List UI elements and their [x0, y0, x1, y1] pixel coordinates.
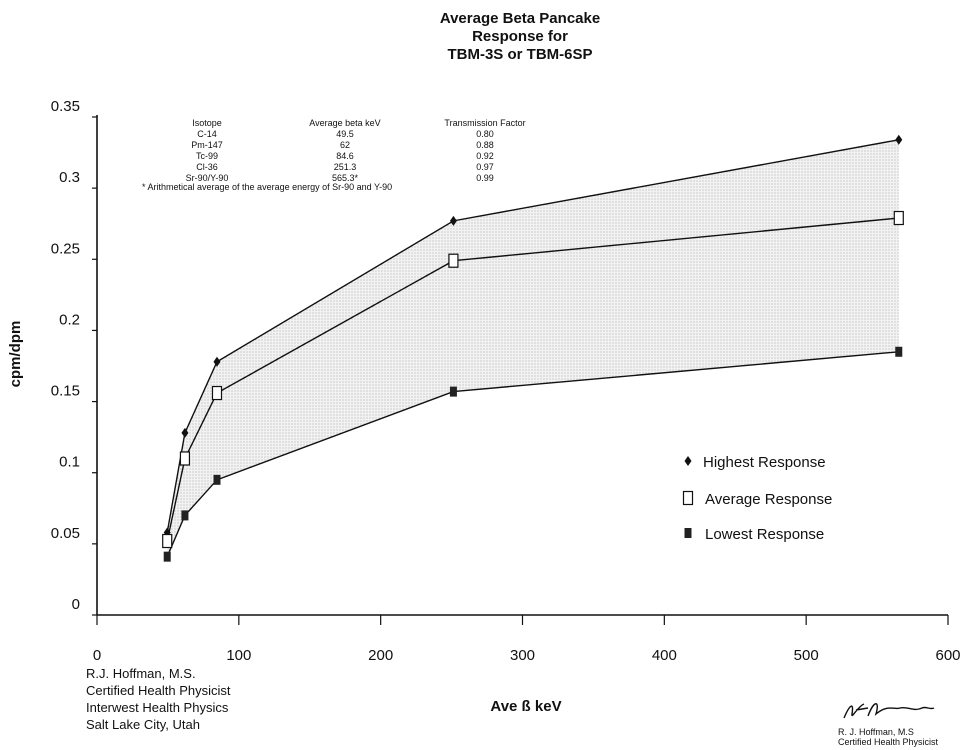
data-point — [893, 210, 904, 226]
x-tick-label: 400 — [652, 647, 677, 664]
y-axis-label: cpm/dpm — [7, 321, 24, 388]
y-tick-label: 0.2 — [59, 311, 80, 328]
legend-marker — [684, 456, 692, 466]
table-cell: 0.80 — [476, 129, 494, 139]
table-header: Average beta keV — [309, 118, 380, 128]
signature-name: R. J. Hoffman, M.S — [838, 727, 914, 737]
data-point — [895, 134, 903, 145]
x-tick-label: 0 — [93, 647, 101, 664]
chart-title-line-2: Response for — [472, 28, 568, 45]
table-cell: Cl-36 — [196, 162, 218, 172]
data-point — [163, 551, 171, 562]
table-cell: 49.5 — [336, 129, 354, 139]
x-tick-label: 100 — [226, 647, 251, 664]
author-line-1: R.J. Hoffman, M.S. — [86, 666, 196, 681]
table-cell: 251.3 — [334, 162, 357, 172]
x-tick-label: 200 — [368, 647, 393, 664]
chart-title: Average Beta Pancake Response for TBM-3S… — [330, 10, 710, 64]
signature-block: R. J. Hoffman, M.S Certified Health Phys… — [838, 696, 968, 747]
chart-title-line-1: Average Beta Pancake — [439, 10, 601, 27]
y-tick-label: 0.1 — [59, 454, 80, 471]
tick-labels: 0 0.05 0.1 0.15 0.2 0.25 0.3 0.35 0 100 200 300 400 5… — [51, 98, 961, 664]
response-band — [167, 139, 899, 557]
author-line-4: Salt Lake City, Utah — [86, 717, 200, 732]
author-line-2: Certified Health Physicist — [86, 683, 231, 698]
y-tick-label: 0.15 — [51, 383, 80, 400]
data-point — [179, 451, 191, 466]
data-point — [213, 356, 221, 367]
legend-marker — [682, 490, 694, 506]
data-point — [162, 533, 173, 549]
legend-label: Lowest Response — [705, 526, 824, 543]
table-footnote: * Arithmetical average of the average en… — [142, 182, 392, 192]
data-point — [211, 385, 223, 401]
data-point — [181, 510, 189, 521]
signature-title: Certified Health Physicist — [838, 737, 939, 747]
x-axis-label: Ave ß keV — [490, 698, 561, 715]
series-markers — [162, 134, 904, 562]
handwritten-signature — [843, 703, 935, 719]
table-cell: Pm-147 — [191, 140, 223, 150]
table-cell: Sr-90/Y-90 — [186, 173, 229, 183]
y-tick-label: 0.35 — [51, 98, 80, 115]
chart-title-line-3: TBM-3S or TBM-6SP — [447, 46, 593, 63]
table-cell: 0.92 — [476, 151, 494, 161]
table-cell: C-14 — [197, 129, 217, 139]
legend-marker — [684, 528, 692, 538]
y-tick-label: 0.3 — [59, 169, 80, 186]
table-cell: 84.6 — [336, 151, 354, 161]
data-point — [895, 346, 903, 357]
response-band-area — [167, 139, 899, 557]
legend-label: Highest Response — [703, 454, 826, 471]
x-tick-label: 500 — [794, 647, 819, 664]
data-point — [181, 427, 189, 438]
table-header: Isotope — [192, 118, 222, 128]
data-point — [449, 386, 457, 397]
table-cell: 62 — [340, 140, 350, 150]
y-tick-label: 0 — [72, 596, 80, 613]
x-tick-label: 300 — [510, 647, 535, 664]
legend: Highest Response Average Response Lowest R… — [682, 454, 832, 543]
x-tick-label: 600 — [935, 647, 960, 664]
author-block: R.J. Hoffman, M.S. Certified Health Phys… — [86, 665, 231, 733]
y-tick-label: 0.05 — [51, 525, 80, 542]
isotope-table: Isotope Average beta keV Transmission Fact… — [142, 118, 526, 192]
table-header: Transmission Factor — [444, 118, 525, 128]
table-cell: 0.97 — [476, 162, 494, 172]
table-cell: 0.88 — [476, 140, 494, 150]
data-point — [448, 253, 459, 268]
data-point — [449, 215, 457, 226]
author-line-3: Interwest Health Physics — [86, 700, 229, 715]
legend-label: Average Response — [705, 491, 832, 508]
y-tick-label: 0.25 — [51, 240, 80, 257]
data-point — [213, 474, 221, 485]
table-cell: 0.99 — [476, 173, 494, 183]
table-cell: Tc-99 — [196, 151, 218, 161]
table-cell: 565.3* — [332, 173, 359, 183]
